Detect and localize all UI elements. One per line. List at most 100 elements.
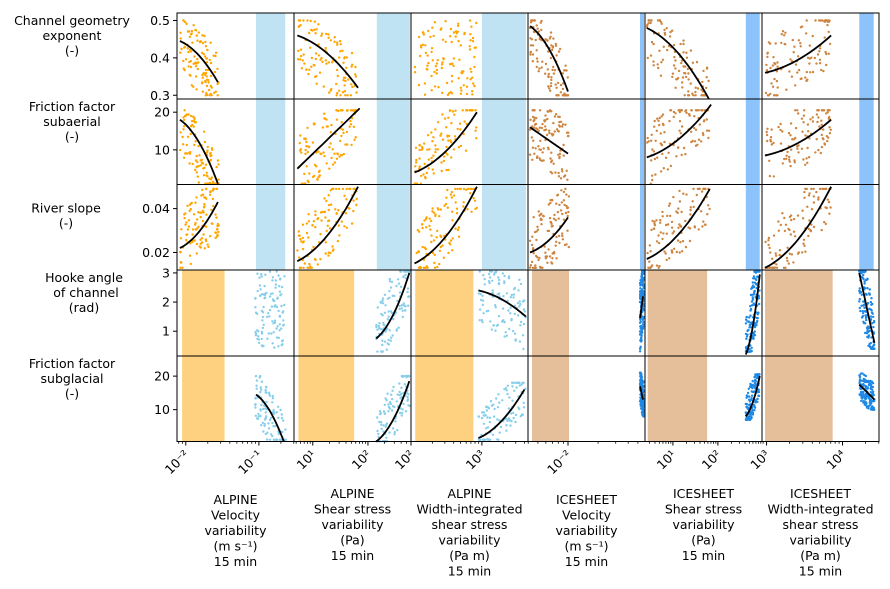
data-point bbox=[829, 206, 832, 209]
data-point bbox=[261, 319, 264, 322]
data-point bbox=[650, 133, 653, 136]
data-point bbox=[194, 228, 197, 231]
data-point bbox=[266, 431, 269, 434]
panel-frame bbox=[761, 355, 880, 442]
data-point bbox=[201, 219, 205, 223]
data-point bbox=[503, 280, 506, 283]
data-point bbox=[781, 130, 784, 133]
data-point bbox=[378, 420, 381, 424]
data-point bbox=[495, 270, 498, 273]
data-point bbox=[501, 320, 504, 323]
data-point bbox=[320, 34, 323, 37]
data-point bbox=[418, 157, 421, 160]
data-point bbox=[210, 154, 213, 157]
data-point bbox=[183, 109, 186, 112]
data-point bbox=[792, 230, 796, 233]
data-point bbox=[202, 233, 205, 236]
data-point bbox=[380, 312, 383, 316]
data-point bbox=[211, 222, 214, 225]
data-point bbox=[563, 203, 566, 207]
data-point bbox=[537, 145, 540, 148]
data-point bbox=[796, 147, 799, 150]
data-point bbox=[426, 68, 429, 71]
data-point bbox=[391, 397, 394, 401]
data-point bbox=[313, 163, 317, 167]
data-point bbox=[402, 302, 405, 305]
data-point bbox=[303, 62, 306, 65]
data-point bbox=[556, 210, 560, 214]
data-point bbox=[353, 109, 356, 113]
data-point bbox=[421, 226, 424, 230]
data-point bbox=[797, 251, 800, 254]
data-point bbox=[460, 89, 463, 92]
data-point bbox=[797, 39, 800, 42]
data-point bbox=[535, 127, 538, 130]
data-point bbox=[182, 19, 185, 22]
data-point bbox=[306, 266, 309, 269]
data-point bbox=[428, 217, 431, 220]
data-point bbox=[456, 127, 459, 131]
data-point bbox=[869, 390, 872, 394]
data-point bbox=[548, 255, 552, 258]
data-point bbox=[747, 403, 751, 407]
data-point bbox=[454, 187, 457, 191]
data-point bbox=[322, 151, 325, 154]
data-point bbox=[680, 59, 684, 62]
data-point bbox=[512, 329, 515, 333]
data-point bbox=[205, 57, 209, 60]
data-point bbox=[641, 331, 644, 334]
data-point bbox=[819, 19, 822, 22]
panel-frame bbox=[644, 98, 763, 185]
data-point bbox=[479, 292, 482, 296]
data-point bbox=[768, 174, 772, 178]
data-point bbox=[350, 117, 354, 120]
data-point bbox=[422, 173, 425, 176]
data-point bbox=[550, 172, 554, 175]
data-point bbox=[401, 315, 404, 319]
data-point bbox=[279, 408, 282, 412]
data-point bbox=[491, 279, 494, 282]
data-point bbox=[280, 285, 284, 289]
data-point bbox=[182, 128, 185, 131]
data-point bbox=[440, 27, 443, 30]
data-point bbox=[440, 169, 443, 173]
data-point bbox=[565, 243, 568, 246]
data-point bbox=[216, 94, 219, 97]
data-point bbox=[391, 334, 394, 337]
data-point bbox=[203, 166, 206, 169]
data-point bbox=[190, 32, 193, 35]
data-point bbox=[705, 67, 709, 70]
data-point bbox=[552, 250, 556, 254]
data-point bbox=[296, 249, 299, 252]
data-point bbox=[675, 155, 678, 158]
data-point bbox=[642, 292, 645, 296]
data-point bbox=[858, 287, 861, 290]
data-point bbox=[268, 270, 272, 273]
data-point bbox=[344, 94, 347, 97]
data-point bbox=[872, 347, 876, 350]
data-point bbox=[697, 138, 701, 141]
data-point bbox=[335, 157, 339, 160]
data-point bbox=[463, 31, 466, 35]
data-point bbox=[864, 322, 867, 325]
data-point bbox=[434, 65, 438, 68]
data-point bbox=[404, 273, 407, 276]
data-point bbox=[299, 134, 302, 137]
data-point bbox=[488, 438, 492, 441]
subaerial-range-band bbox=[859, 13, 874, 270]
data-point bbox=[428, 224, 431, 228]
data-point bbox=[518, 305, 521, 308]
data-point bbox=[258, 276, 261, 279]
data-point bbox=[485, 405, 488, 409]
data-point bbox=[418, 143, 421, 147]
data-point bbox=[305, 68, 308, 71]
data-point bbox=[646, 56, 649, 60]
data-point bbox=[815, 190, 818, 194]
data-point bbox=[446, 206, 449, 209]
data-point bbox=[279, 277, 282, 280]
data-point bbox=[870, 347, 873, 350]
data-point bbox=[862, 303, 866, 307]
data-point bbox=[864, 331, 867, 335]
data-point bbox=[313, 20, 317, 23]
row-label: Hooke angle of channel (rad) bbox=[45, 270, 123, 315]
